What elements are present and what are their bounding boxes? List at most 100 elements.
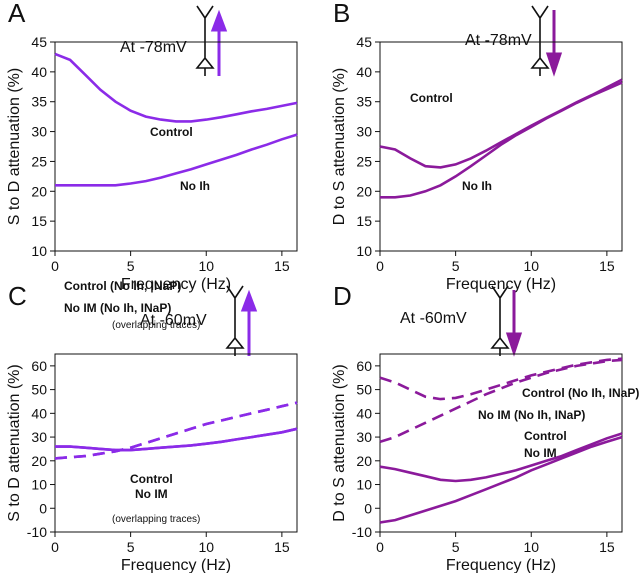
x-tick-label: 5 — [452, 539, 460, 555]
chart-title: At -60mV — [140, 312, 207, 329]
x-tick-label: 10 — [523, 258, 539, 274]
chart-title: At -60mV — [400, 310, 467, 327]
x-axis-label: Frequency (Hz) — [121, 557, 231, 573]
chart-title: At -78mV — [120, 39, 187, 56]
annotation: (overlapping traces) — [112, 320, 200, 331]
x-tick-label: 15 — [599, 539, 615, 555]
chart-title: At -78mV — [465, 32, 532, 49]
arrow — [240, 289, 258, 356]
arrow — [505, 290, 523, 357]
series-label: No Ih — [180, 179, 210, 193]
panel-letter: D — [333, 281, 352, 311]
y-tick-label: 15 — [31, 213, 47, 229]
neuron-icon — [530, 5, 563, 77]
x-tick-label: 0 — [376, 258, 384, 274]
neuron-shape — [225, 285, 245, 356]
series-label: Control — [524, 429, 567, 443]
arrow — [545, 10, 563, 77]
x-tick-label: 0 — [51, 258, 59, 274]
series-label: No IM — [135, 487, 168, 501]
y-tick-label: 0 — [39, 500, 47, 516]
x-tick-label: 0 — [376, 539, 384, 555]
neuron-icon — [225, 285, 258, 356]
x-axis-label: Frequency (Hz) — [446, 276, 556, 293]
y-tick-label: 40 — [31, 405, 47, 421]
y-tick-label: 50 — [356, 382, 372, 398]
y-tick-label: 40 — [356, 405, 372, 421]
plot-frame — [379, 353, 623, 533]
series-label: Control (No Ih, INaP) — [522, 386, 639, 400]
panel-letter: A — [8, 0, 26, 28]
y-tick-label: 10 — [31, 243, 47, 259]
neuron-icon — [490, 285, 523, 357]
y-tick-label: -10 — [352, 524, 372, 540]
y-tick-label: 35 — [356, 94, 372, 110]
series-label: No Ih — [462, 179, 492, 193]
y-tick-label: 20 — [31, 183, 47, 199]
y-tick-label: -10 — [27, 524, 47, 540]
series-label: Control — [150, 125, 193, 139]
y-tick-label: 45 — [31, 34, 47, 50]
y-tick-label: 25 — [356, 153, 372, 169]
y-tick-label: 0 — [364, 500, 372, 516]
y-tick-label: 10 — [356, 243, 372, 259]
y-tick-label: 15 — [356, 213, 372, 229]
plot-frame — [54, 41, 298, 252]
x-tick-label: 15 — [274, 539, 290, 555]
neuron-shape — [490, 285, 510, 356]
y-tick-label: 40 — [356, 64, 372, 80]
series-label: No IM (No Ih, INaP) — [478, 408, 585, 422]
y-tick-label: 60 — [31, 358, 47, 374]
x-tick-label: 0 — [51, 539, 59, 555]
y-tick-label: 30 — [356, 429, 372, 445]
series-label: Control (No Ih, INaP) — [64, 279, 181, 293]
y-tick-label: 25 — [31, 153, 47, 169]
x-tick-label: 5 — [452, 258, 460, 274]
series-line — [379, 432, 623, 483]
series-line — [380, 81, 623, 199]
x-axis-label: Frequency (Hz) — [121, 276, 231, 293]
panel-letter: B — [333, 0, 350, 28]
y-tick-label: 60 — [356, 358, 372, 374]
series-label: Control — [130, 472, 173, 486]
y-axis-label: S to D attenuation (%) — [6, 68, 23, 225]
x-tick-label: 10 — [198, 258, 214, 274]
x-tick-label: 5 — [127, 258, 135, 274]
x-tick-label: 10 — [198, 539, 214, 555]
y-tick-label: 10 — [356, 477, 372, 493]
x-tick-label: 5 — [127, 539, 135, 555]
y-tick-label: 10 — [31, 477, 47, 493]
series-label: No IM (No Ih, INaP) — [64, 301, 171, 315]
y-tick-label: 20 — [356, 453, 372, 469]
neuron-shape — [530, 5, 550, 76]
y-tick-label: 20 — [356, 183, 372, 199]
neuron-shape — [195, 5, 215, 76]
y-tick-label: 35 — [31, 94, 47, 110]
x-tick-label: 10 — [523, 539, 539, 555]
series-label: Control — [410, 91, 453, 105]
series-line — [55, 427, 298, 452]
y-axis-label: D to S attenuation (%) — [331, 68, 348, 225]
arrow — [210, 9, 228, 76]
series-line — [54, 52, 298, 123]
series-line — [379, 358, 623, 444]
x-axis-label: Frequency (Hz) — [446, 557, 556, 573]
y-tick-label: 30 — [31, 429, 47, 445]
y-axis-label: S to D attenuation (%) — [6, 364, 23, 521]
series-line — [54, 401, 298, 460]
plot-frame — [379, 41, 623, 252]
series-line — [379, 435, 623, 524]
y-tick-label: 30 — [31, 124, 47, 140]
panel-letter: C — [8, 281, 27, 311]
y-tick-label: 45 — [356, 34, 372, 50]
series-line — [55, 133, 298, 187]
x-tick-label: 15 — [599, 258, 615, 274]
neuron-icon — [195, 5, 228, 76]
y-tick-label: 50 — [31, 382, 47, 398]
y-tick-label: 20 — [31, 453, 47, 469]
y-tick-label: 40 — [31, 64, 47, 80]
y-tick-label: 30 — [356, 124, 372, 140]
x-tick-label: 15 — [274, 258, 290, 274]
series-label: No IM — [524, 446, 557, 460]
